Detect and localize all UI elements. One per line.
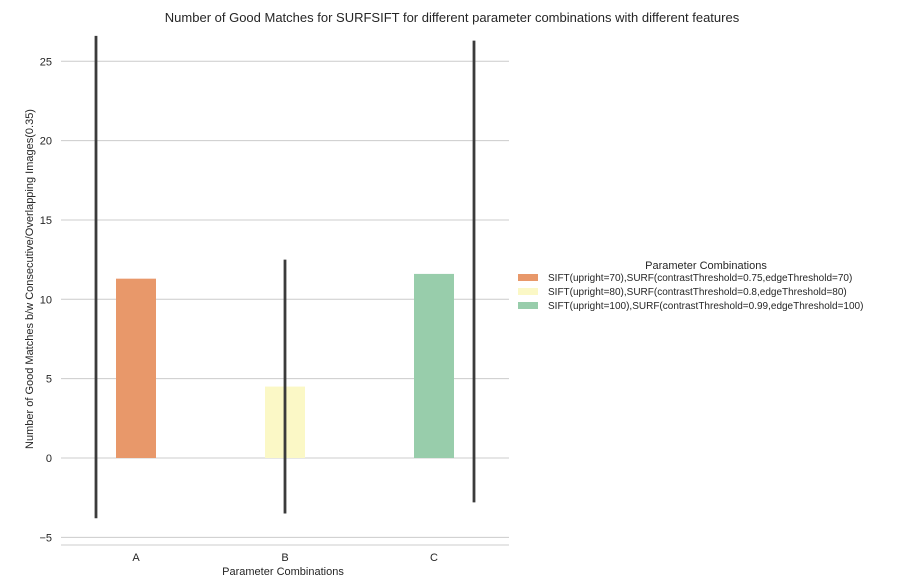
- y-tick-label: 0: [46, 453, 52, 465]
- chart-title: Number of Good Matches for SURFSIFT for …: [165, 10, 740, 25]
- y-tick-label: −5: [39, 532, 52, 544]
- legend: Parameter Combinations SIFT(upright=70),…: [518, 260, 863, 312]
- legend-swatch: [518, 274, 538, 281]
- y-tick-label: 10: [40, 294, 52, 306]
- legend-label: SIFT(upright=80),SURF(contrastThreshold=…: [548, 287, 847, 298]
- x-axis-ticks: A B C: [132, 552, 438, 564]
- x-tick-label: C: [430, 552, 438, 564]
- y-axis-ticks: −5 0 5 10 15 20 25: [39, 56, 52, 544]
- legend-title: Parameter Combinations: [645, 260, 767, 272]
- legend-label: SIFT(upright=70),SURF(contrastThreshold=…: [548, 273, 852, 284]
- bar: [414, 273, 454, 458]
- error-bars: [94, 35, 476, 519]
- y-tick-label: 20: [40, 136, 52, 148]
- legend-swatch: [518, 288, 538, 295]
- legend-swatch: [518, 302, 538, 309]
- legend-label: SIFT(upright=100),SURF(contrastThreshold…: [548, 301, 863, 312]
- y-tick-label: 5: [46, 374, 52, 386]
- y-tick-label: 15: [40, 215, 52, 227]
- y-tick-label: 25: [40, 56, 52, 68]
- x-tick-label: A: [132, 552, 140, 564]
- x-axis-title: Parameter Combinations: [222, 566, 344, 576]
- y-axis-title: Number of Good Matches b/w Consecutive/O…: [24, 109, 36, 449]
- x-tick-label: B: [281, 552, 288, 564]
- bar: [116, 278, 156, 458]
